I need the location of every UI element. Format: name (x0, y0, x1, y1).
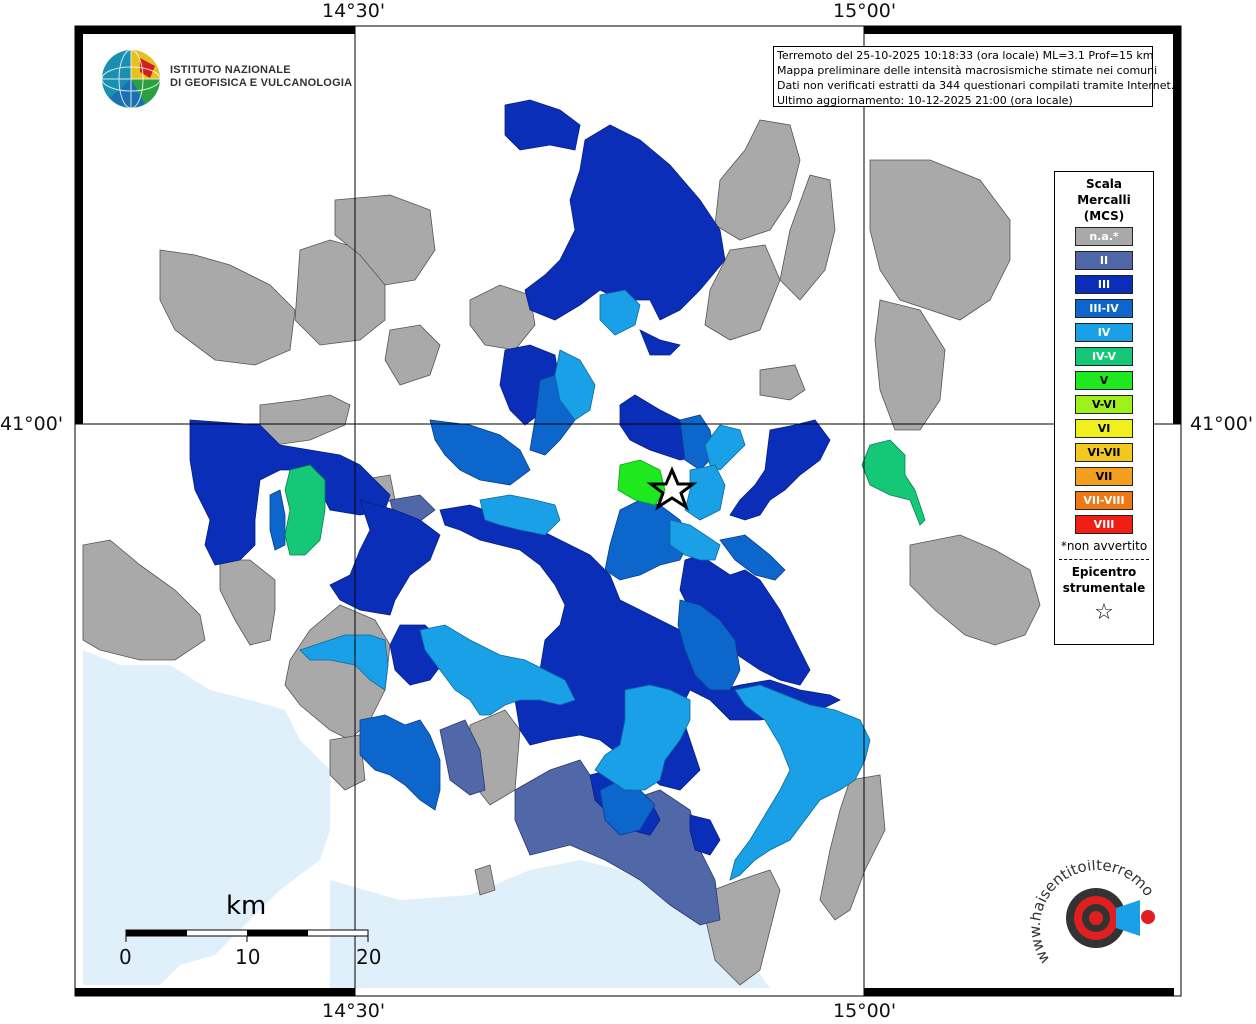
legend-item: III (1075, 275, 1133, 294)
legend-item: VI-VII (1075, 443, 1133, 462)
scale-tick-10: 10 (235, 945, 261, 969)
event-info-line2: Mappa preliminare delle intensità macros… (777, 64, 1158, 77)
intensity-III-IV-regions (269, 374, 786, 836)
scale-bar (125, 929, 369, 942)
event-info-line1: Terremoto del 25-10-2025 10:18:33 (ora l… (777, 49, 1154, 62)
sea-area (83, 650, 330, 985)
na-regions (82, 119, 1041, 986)
lat-label-right: 41°00' (1190, 413, 1254, 435)
legend-item: VII-VIII (1075, 491, 1133, 510)
intensity-legend: Scala Mercalli (MCS) n.a.* II III III-IV IV I… (1054, 171, 1154, 645)
institution-line2: DI GEOFISICA E VULCANOLOGIA (170, 77, 353, 89)
institution-name: ISTITUTO NAZIONALE DI GEOFISICA E VULCAN… (170, 64, 352, 90)
legend-epicenter-line2: strumentale (1062, 581, 1146, 595)
legend-epicenter-line1: Epicentro (1071, 565, 1137, 579)
event-info-box: Terremoto del 25-10-2025 10:18:33 (ora l… (773, 46, 1175, 107)
map-border (75, 26, 1181, 996)
lon-label-top-right: 15°00' (833, 0, 897, 22)
intensity-IV-V-regions (284, 439, 926, 556)
legend-item: VI (1075, 419, 1133, 438)
legend-title-line1: Scala (1085, 177, 1123, 191)
legend-item: IV-V (1075, 347, 1133, 366)
event-info-line3: Dati non verificati estratti da 344 ques… (777, 79, 1175, 92)
haisentito-logo-icon: www.haisentitoilterremoto.it (1030, 860, 1158, 967)
legend-item: II (1075, 251, 1133, 270)
legend-star-icon: ☆ (1094, 600, 1114, 625)
institution-line1: ISTITUTO NAZIONALE (170, 64, 291, 76)
lon-label-bottom-left: 14°30' (322, 1000, 386, 1022)
legend-item: V (1075, 371, 1133, 390)
scale-tick-20: 20 (356, 945, 382, 969)
scale-tick-0: 0 (119, 945, 132, 969)
legend-item: n.a.* (1075, 227, 1133, 246)
intensity-IV-regions (299, 289, 871, 881)
legend-item: VIII (1075, 515, 1133, 534)
legend-title-line2: Mercalli (1077, 193, 1131, 207)
coordinate-grid (75, 26, 1181, 996)
lon-label-bottom-right: 15°00' (833, 1000, 897, 1022)
legend-note: *non avvertito (1060, 539, 1148, 553)
ingv-globe-icon (101, 49, 161, 109)
legend-item: IV (1075, 323, 1133, 342)
legend-separator (1059, 559, 1149, 560)
legend-epicenter-label: Epicentro strumentale (1055, 564, 1153, 596)
lat-label-left: 41°00' (0, 413, 64, 435)
legend-item: VII (1075, 467, 1133, 486)
legend-title: Scala Mercalli (MCS) (1055, 176, 1153, 224)
legend-item: V-VI (1075, 395, 1133, 414)
legend-title-line3: (MCS) (1083, 209, 1125, 223)
legend-item: III-IV (1075, 299, 1133, 318)
legend-items: n.a.* II III III-IV IV IV-V V V-VI VI VI-VII VII VI… (1055, 227, 1153, 534)
event-info-line4: Ultimo aggiornamento: 10-12-2025 21:00 (… (777, 94, 1073, 107)
scale-unit: km (226, 891, 267, 921)
epicenter-star-icon (646, 466, 698, 511)
lon-label-top-left: 14°30' (322, 0, 386, 22)
